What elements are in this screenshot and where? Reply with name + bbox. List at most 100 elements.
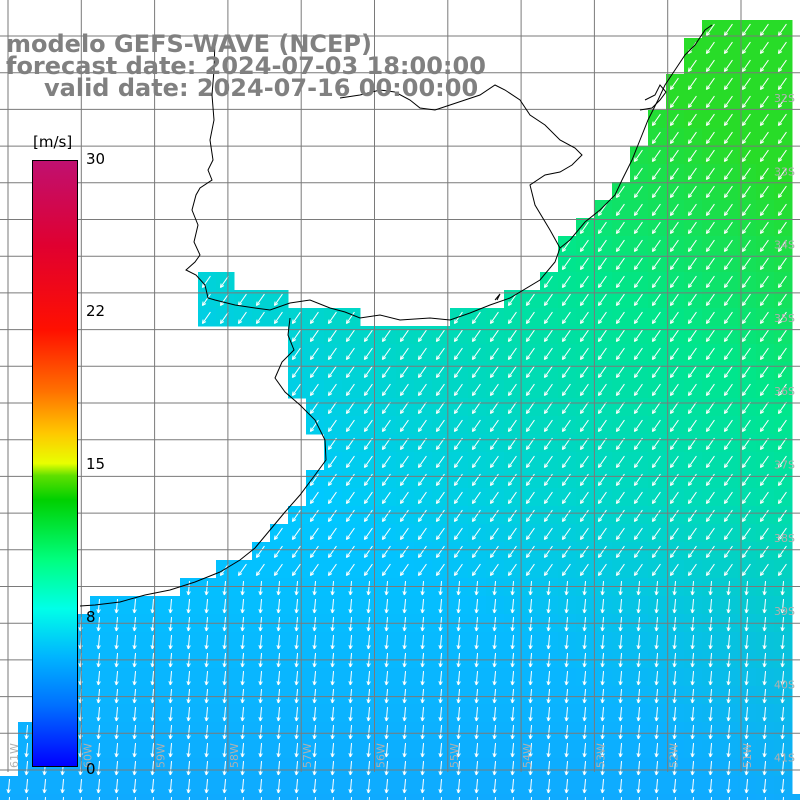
wind-arrow [564,598,569,614]
wind-arrow [636,616,641,632]
wind-arrow [561,365,571,378]
wind-arrow [240,580,245,596]
wind-arrow [507,509,517,522]
wind-arrow [453,419,463,432]
wind-arrow [723,149,733,162]
wind-arrow [687,455,697,468]
wind-arrow [435,455,445,468]
wind-arrow [507,527,517,540]
wind-arrow [777,455,787,468]
wind-arrow [744,616,749,632]
wind-arrow [723,527,733,540]
wind-arrow [687,329,697,342]
wind-arrow [759,221,769,234]
wind-arrow [759,509,769,522]
wind-arrow [618,580,623,596]
wind-arrow [546,580,551,596]
wind-arrow [597,563,607,576]
wind-arrow [366,598,371,614]
wind-arrow [777,329,787,342]
wind-arrow [471,491,481,504]
wind-arrow [744,580,749,596]
wind-arrow [363,527,373,540]
wind-arrow [471,383,481,396]
wind-arrow [402,580,407,596]
latitude-label: 34S [774,239,795,252]
wind-arrow [489,545,499,558]
wind-arrow [723,347,733,360]
wind-arrow [366,616,371,632]
wind-arrow [492,670,497,686]
wind-arrow [762,598,767,614]
wind-arrow [489,311,499,324]
wind-arrow [777,77,787,90]
wind-arrow [759,545,769,558]
wind-arrow [399,545,409,558]
wind-arrow [759,113,769,126]
wind-arrow [759,257,769,270]
valid-date: valid date: 2024-07-16 00:00:00 [44,74,479,102]
wind-arrow [705,203,715,216]
wind-arrow [507,293,517,306]
wind-arrow [636,598,641,614]
wind-arrow [453,383,463,396]
wind-arrow [579,293,589,306]
wind-arrow [528,580,533,596]
wind-arrow [651,275,661,288]
wind-arrow [777,239,787,252]
wind-arrow [525,419,535,432]
wind-arrow [471,527,481,540]
wind-arrow [741,23,751,36]
wind-arrow [615,185,625,198]
wind-arrow [672,670,677,686]
wind-arrow [525,545,535,558]
wind-arrow [402,616,407,632]
wind-arrow [597,275,607,288]
wind-arrow [582,616,587,632]
wind-arrow [474,634,479,650]
wind-arrow [669,545,679,558]
wind-arrow [597,203,607,216]
wind-arrow [759,311,769,324]
wind-arrow [222,616,227,632]
wind-arrow [381,455,391,468]
wind-speed-field [0,20,800,800]
wind-arrow [615,509,625,522]
wind-arrow [222,670,227,686]
wind-arrow [633,491,643,504]
wind-arrow [687,401,697,414]
wind-arrow [204,616,209,632]
wind-arrow [330,634,335,650]
wind-arrow [114,616,119,632]
wind-arrow [723,563,733,576]
wind-arrow [417,527,427,540]
wind-arrow [723,185,733,198]
wind-arrow [255,293,265,306]
wind-arrow [705,275,715,288]
wind-arrow [723,455,733,468]
wind-arrow [705,563,715,576]
wind-arrow [186,598,191,614]
wind-arrow [435,383,445,396]
wind-arrow [579,509,589,522]
wind-arrow [453,311,463,324]
wind-arrow [114,634,119,650]
wind-arrow [204,634,209,650]
wind-arrow [471,509,481,522]
wind-arrow [672,634,677,650]
wind-arrow [651,419,661,432]
wind-arrow [456,634,461,650]
wind-arrow [615,257,625,270]
wind-arrow [687,59,697,72]
wind-arrow [741,185,751,198]
wind-arrow [687,221,697,234]
longitude-label: 57W [301,743,314,768]
wind-arrow [327,563,337,576]
wind-arrow [417,545,427,558]
wind-arrow [168,616,173,632]
wind-arrow [615,455,625,468]
wind-arrow [723,545,733,558]
wind-arrow [561,275,571,288]
wind-arrow [669,221,679,234]
